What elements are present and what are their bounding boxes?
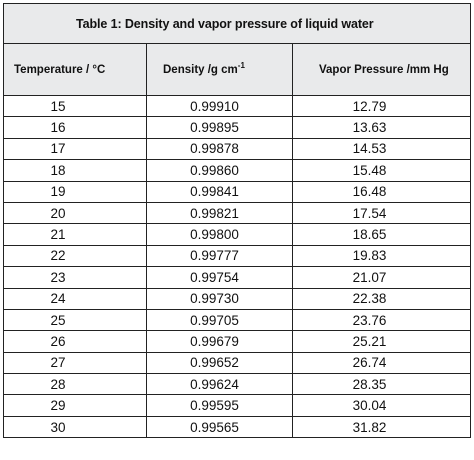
cell-vapor-pressure: 19.83 — [291, 244, 472, 268]
cell-vapor-pressure: 17.54 — [291, 201, 472, 225]
cell-density: 0.99730 — [146, 287, 293, 310]
header-density-label: Density /g cm — [163, 63, 238, 76]
cell-temperature: 18 — [3, 159, 147, 182]
cell-temperature: 26 — [3, 330, 147, 353]
cell-vapor-pressure: 18.65 — [291, 223, 472, 246]
table-row: 26 0.99679 25.21 — [3, 330, 472, 353]
table-row: 17 0.99878 14.53 — [3, 137, 472, 161]
header-density-superscript: -1 — [237, 60, 245, 70]
cell-vapor-pressure: 28.35 — [291, 373, 472, 396]
cell-density: 0.99754 — [146, 266, 293, 289]
cell-density: 0.99800 — [146, 223, 293, 246]
cell-density: 0.99895 — [146, 116, 293, 139]
cell-vapor-pressure: 22.38 — [291, 287, 472, 310]
cell-vapor-pressure: 31.82 — [291, 415, 472, 439]
cell-density: 0.99910 — [146, 94, 293, 118]
cell-vapor-pressure: 23.76 — [291, 308, 472, 332]
cell-temperature: 27 — [3, 351, 147, 375]
cell-density: 0.99705 — [146, 308, 293, 332]
cell-temperature: 23 — [3, 266, 147, 289]
water-properties-table: Table 1: Density and vapor pressure of l… — [2, 3, 472, 439]
cell-vapor-pressure: 26.74 — [291, 351, 472, 375]
table-header-row: Temperature / °C Density /g cm-1 Vapor P… — [3, 43, 472, 96]
cell-vapor-pressure: 13.63 — [291, 116, 472, 139]
table-row: 29 0.99595 30.04 — [3, 394, 472, 417]
cell-density: 0.99821 — [146, 201, 293, 225]
cell-vapor-pressure: 12.79 — [291, 94, 472, 118]
cell-temperature: 28 — [3, 373, 147, 396]
cell-temperature: 15 — [3, 94, 147, 118]
cell-vapor-pressure: 25.21 — [291, 330, 472, 353]
table-row: 18 0.99860 15.48 — [3, 159, 472, 182]
cell-vapor-pressure: 16.48 — [291, 180, 472, 203]
header-temperature: Temperature / °C — [3, 43, 147, 96]
cell-density: 0.99860 — [146, 159, 293, 182]
cell-density: 0.99878 — [146, 137, 293, 161]
table-row: 25 0.99705 23.76 — [3, 308, 472, 332]
table-row: 28 0.99624 28.35 — [3, 373, 472, 396]
table-row: 24 0.99730 22.38 — [3, 287, 472, 310]
cell-vapor-pressure: 15.48 — [291, 159, 472, 182]
table-row: 16 0.99895 13.63 — [3, 116, 472, 139]
header-density: Density /g cm-1 — [146, 43, 293, 96]
cell-temperature: 22 — [3, 244, 147, 268]
cell-temperature: 21 — [3, 223, 147, 246]
cell-temperature: 24 — [3, 287, 147, 310]
cell-vapor-pressure: 14.53 — [291, 137, 472, 161]
table-title: Table 1: Density and vapor pressure of l… — [2, 3, 472, 44]
table-row: 23 0.99754 21.07 — [3, 266, 472, 289]
data-table-container: Table 1: Density and vapor pressure of l… — [2, 3, 472, 439]
cell-density: 0.99679 — [146, 330, 293, 353]
cell-density: 0.99652 — [146, 351, 293, 375]
cell-density: 0.99595 — [146, 394, 293, 417]
cell-density: 0.99841 — [146, 180, 293, 203]
table-row: 20 0.99821 17.54 — [3, 201, 472, 225]
cell-density: 0.99777 — [146, 244, 293, 268]
table-row: 19 0.99841 16.48 — [3, 180, 472, 203]
cell-temperature: 20 — [3, 201, 147, 225]
cell-density: 0.99624 — [146, 373, 293, 396]
cell-temperature: 19 — [3, 180, 147, 203]
cell-temperature: 25 — [3, 308, 147, 332]
table-row: 22 0.99777 19.83 — [3, 244, 472, 268]
table-row: 15 0.99910 12.79 — [3, 94, 472, 118]
header-vapor-pressure: Vapor Pressure /mm Hg — [291, 43, 472, 96]
table-title-row: Table 1: Density and vapor pressure of l… — [2, 3, 472, 44]
table-row: 30 0.99565 31.82 — [3, 415, 472, 439]
cell-density: 0.99565 — [146, 415, 293, 439]
table-row: 27 0.99652 26.74 — [3, 351, 472, 375]
cell-temperature: 29 — [3, 394, 147, 417]
table-row: 21 0.99800 18.65 — [3, 223, 472, 246]
cell-vapor-pressure: 30.04 — [291, 394, 472, 417]
cell-temperature: 30 — [3, 415, 147, 439]
cell-temperature: 17 — [3, 137, 147, 161]
cell-temperature: 16 — [3, 116, 147, 139]
cell-vapor-pressure: 21.07 — [291, 266, 472, 289]
